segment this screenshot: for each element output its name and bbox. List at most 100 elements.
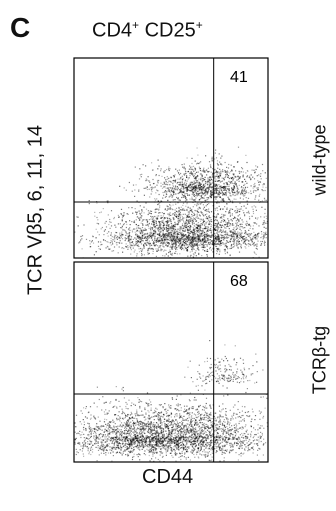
event-dot — [198, 178, 200, 180]
event-dot — [110, 225, 113, 227]
event-dot — [260, 237, 262, 239]
event-dot — [227, 237, 229, 239]
event-dot — [139, 205, 141, 207]
event-dot — [154, 198, 156, 200]
event-dot — [143, 246, 145, 248]
event-dot — [212, 168, 214, 170]
event-dot — [153, 219, 155, 222]
event-dot — [225, 193, 227, 195]
event-dot — [236, 224, 238, 226]
event-dot — [225, 234, 227, 236]
event-dot — [200, 173, 202, 175]
event-dot — [138, 439, 140, 441]
event-dot — [110, 234, 112, 236]
event-dot — [175, 247, 177, 249]
event-dot — [258, 225, 260, 227]
event-dot — [196, 217, 198, 219]
event-dot — [90, 453, 92, 456]
event-dot — [182, 233, 184, 235]
event-dot — [141, 220, 143, 222]
event-dot — [165, 239, 167, 241]
event-dot — [177, 217, 179, 219]
event-dot — [232, 438, 234, 440]
event-dot — [178, 435, 180, 437]
event-dot — [130, 253, 132, 255]
event-dot — [177, 242, 179, 244]
event-dot — [133, 221, 135, 223]
event-dot — [188, 220, 190, 223]
event-dot — [120, 426, 122, 428]
event-dot — [207, 229, 209, 231]
event-dot — [123, 430, 126, 432]
event-dot — [224, 186, 226, 188]
event-dot — [156, 238, 158, 240]
event-dot — [104, 229, 106, 231]
event-dot — [167, 225, 169, 227]
event-dot — [195, 216, 197, 218]
event-dot — [228, 222, 230, 224]
event-dot — [193, 449, 195, 451]
event-dot — [136, 229, 138, 231]
event-dot — [191, 437, 193, 439]
event-dot — [161, 187, 164, 189]
event-dot — [130, 247, 132, 249]
event-dot — [211, 160, 213, 162]
event-dot — [237, 236, 239, 239]
event-dot — [141, 443, 143, 445]
event-dot — [89, 243, 91, 245]
event-dot — [182, 187, 184, 189]
event-dot — [216, 253, 218, 255]
event-dot — [127, 245, 129, 247]
event-dot — [223, 200, 225, 202]
event-dot — [185, 418, 187, 420]
event-dot — [156, 189, 158, 191]
event-dot — [182, 229, 184, 232]
event-dot — [205, 226, 207, 228]
event-dot — [214, 439, 216, 441]
event-dot — [177, 238, 179, 240]
event-dot — [200, 192, 202, 194]
event-dot — [207, 187, 210, 189]
event-dot — [249, 439, 251, 441]
event-dot — [87, 422, 89, 424]
event-dot — [164, 445, 166, 447]
event-dot — [262, 223, 264, 226]
event-dot — [162, 255, 164, 257]
event-dot — [245, 247, 247, 249]
event-dot — [141, 254, 143, 256]
event-dot — [205, 237, 207, 239]
event-dot — [161, 238, 163, 240]
event-dot — [207, 218, 209, 220]
event-dot — [145, 229, 147, 231]
event-dot — [199, 162, 201, 164]
event-dot — [130, 440, 132, 442]
event-dot — [222, 186, 224, 188]
event-dot — [199, 198, 202, 200]
event-dot — [250, 174, 252, 176]
event-dot — [174, 212, 176, 214]
event-dot — [92, 242, 95, 244]
event-dot — [178, 445, 180, 447]
event-dot — [174, 246, 176, 248]
event-dot — [148, 432, 150, 434]
event-dot — [208, 243, 210, 245]
event-dot — [232, 446, 234, 448]
event-dot — [129, 435, 132, 437]
event-dot — [207, 426, 210, 429]
event-dot — [140, 433, 142, 435]
event-dot — [216, 417, 218, 419]
event-dot — [247, 224, 249, 226]
event-dot — [191, 230, 193, 232]
event-dot — [173, 448, 175, 450]
event-dot — [232, 232, 234, 234]
event-dot — [226, 203, 228, 205]
event-dot — [228, 184, 231, 186]
event-dot — [243, 190, 245, 192]
event-dot — [205, 155, 207, 157]
event-dot — [171, 248, 173, 250]
event-dot — [150, 237, 152, 239]
event-dot — [233, 233, 236, 235]
event-dot — [257, 217, 259, 219]
event-dot — [194, 438, 196, 440]
event-dot — [163, 223, 165, 225]
